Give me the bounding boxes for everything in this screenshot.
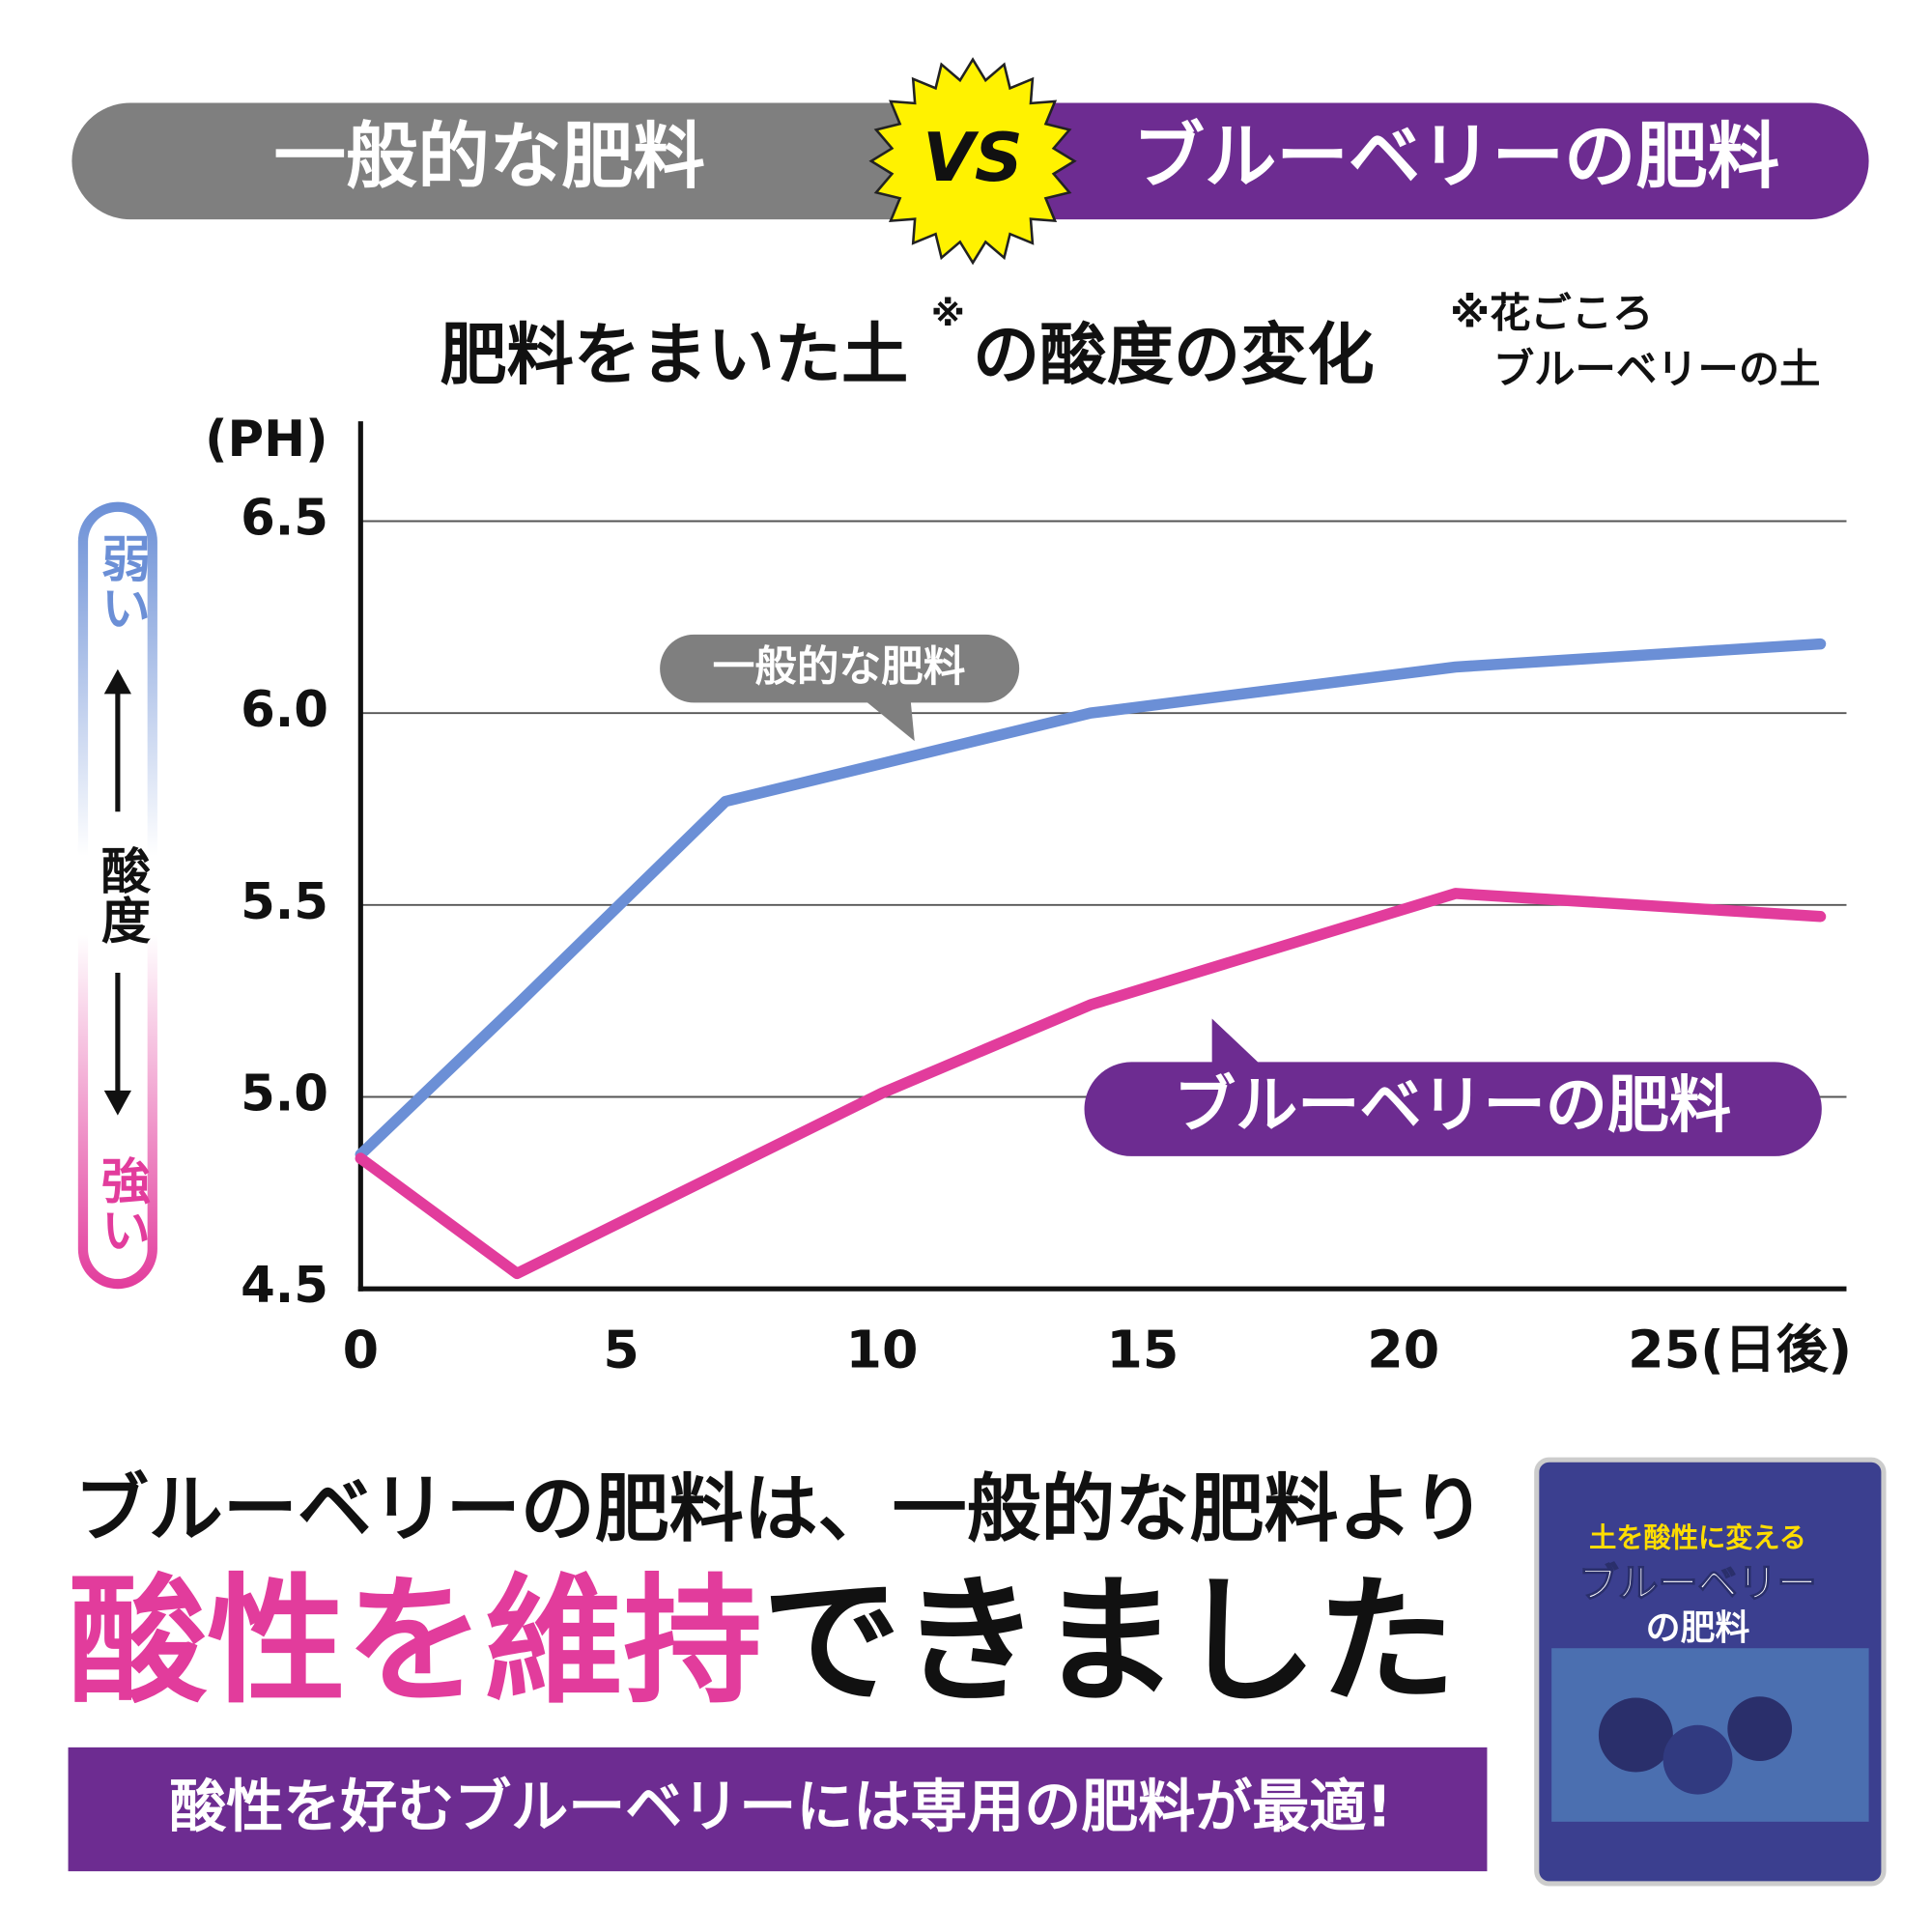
y-tick-label: 6.0 bbox=[241, 681, 328, 739]
conclusion-rest: できました bbox=[762, 1560, 1456, 1721]
x-tick-label: 10 bbox=[846, 1320, 919, 1380]
vs-label: VS bbox=[923, 120, 1022, 197]
scale-strong: 強い bbox=[92, 1155, 150, 1255]
berry bbox=[1662, 1724, 1733, 1795]
product-name: ブルーベリー bbox=[1578, 1560, 1816, 1606]
y-tick-label: 4.5 bbox=[241, 1257, 328, 1315]
chart-title: 肥料をまいた土 bbox=[440, 317, 908, 394]
banner-text: 酸性を好むブルーベリーには専用の肥料が最適! bbox=[169, 1773, 1392, 1839]
y-tick-label: 5.5 bbox=[241, 873, 328, 931]
x-tick-label: 25 bbox=[1628, 1320, 1700, 1380]
arrow-head bbox=[103, 1090, 131, 1116]
series-line bbox=[355, 638, 1827, 1160]
scale-inner bbox=[88, 511, 148, 1279]
series-label: 一般的な肥料 bbox=[713, 643, 966, 692]
header-left-pill bbox=[71, 102, 1014, 220]
scale-label: 酸度 bbox=[92, 845, 151, 945]
plot: 4.5 5.0 5.5 6.0 6.5 0 5 10 15 20 25 (PH) (日後) bbox=[205, 411, 1852, 1380]
header-right-pill bbox=[941, 102, 1869, 220]
y-tick-label: 6.5 bbox=[241, 489, 328, 547]
series-line bbox=[355, 888, 1827, 1280]
vs-burst bbox=[868, 57, 1077, 266]
conclusion-line2: 酸性を維持できました bbox=[69, 1560, 1457, 1721]
highlight: 酸性を維持 bbox=[69, 1560, 762, 1721]
callout-general bbox=[660, 634, 1020, 742]
product-name: の肥料 bbox=[1646, 1608, 1750, 1648]
title-mark: ※ bbox=[931, 295, 965, 334]
product-tagline: 土を酸性に変える bbox=[1589, 1521, 1806, 1553]
scale-weak: 弱い bbox=[92, 533, 150, 633]
berry bbox=[1727, 1696, 1793, 1761]
x-tick-label: 0 bbox=[343, 1320, 380, 1380]
y-tick-label: 5.0 bbox=[241, 1065, 328, 1123]
note: ブルーベリーの土 bbox=[1493, 345, 1821, 392]
chart-title: の酸度の変化 bbox=[973, 317, 1375, 394]
series-label: ブルーベリーの肥料 bbox=[1174, 1069, 1731, 1142]
note: ※花ごころ bbox=[1450, 290, 1653, 337]
callout-blueberry bbox=[1084, 1018, 1822, 1156]
x-tick-label: 15 bbox=[1106, 1320, 1179, 1380]
arrow-head bbox=[103, 668, 131, 695]
x-tick-label: 5 bbox=[603, 1320, 639, 1380]
berry bbox=[1598, 1697, 1673, 1773]
x-tick-label: 20 bbox=[1367, 1320, 1439, 1380]
x-axis-label: (日後) bbox=[1700, 1320, 1852, 1380]
header-right: ブルーベリーの肥料 bbox=[1133, 114, 1780, 198]
banner bbox=[68, 1747, 1488, 1872]
conclusion-line1: ブルーベリーの肥料は、一般的な肥料より bbox=[74, 1467, 1486, 1553]
header-left: 一般的な肥料 bbox=[274, 114, 705, 198]
y-axis-label: (PH) bbox=[205, 411, 327, 469]
